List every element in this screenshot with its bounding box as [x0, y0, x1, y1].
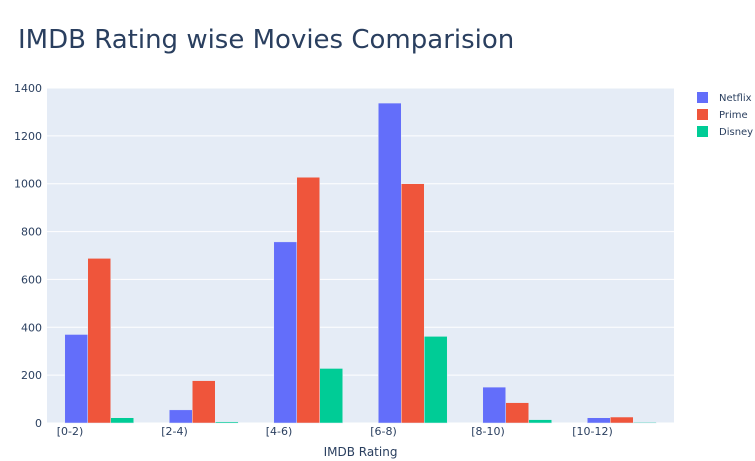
bar-disney-4[interactable]	[528, 419, 552, 424]
y-tick-label: 600	[21, 273, 42, 286]
y-tick-label: 1200	[14, 130, 42, 143]
plot-background	[47, 88, 674, 423]
bar-prime-3[interactable]	[401, 183, 425, 424]
y-tick-label: 200	[21, 369, 42, 382]
legend-label: Netflix	[719, 93, 752, 104]
x-tick-label: [6-8)	[370, 425, 397, 438]
y-tick-label: 400	[21, 321, 42, 334]
legend-swatch	[697, 109, 708, 120]
bar-disney-0[interactable]	[110, 417, 134, 424]
bar-prime-0[interactable]	[87, 258, 111, 424]
y-tick-label: 1400	[14, 82, 42, 95]
x-tick-label: [10-12)	[572, 425, 613, 438]
bar-disney-1[interactable]	[214, 421, 239, 424]
bar-prime-5[interactable]	[610, 416, 634, 424]
bar-prime-4[interactable]	[505, 402, 529, 424]
chart-title: IMDB Rating wise Movies Comparision	[18, 25, 514, 55]
bar-netflix-3[interactable]	[378, 102, 402, 424]
legend-item-prime[interactable]: Prime	[697, 109, 748, 121]
bar-prime-1[interactable]	[192, 380, 216, 424]
legend-swatch	[697, 92, 708, 103]
x-axis-ticks: [0-2) [2-4) [4-6) [6-8) [8-10) [10-12)	[57, 425, 613, 438]
bar-disney-5[interactable]	[632, 422, 657, 424]
legend[interactable]: Netflix Prime Disney	[697, 92, 753, 138]
grid-lines	[47, 87, 674, 424]
x-tick-label: [8-10)	[471, 425, 505, 438]
x-tick-label: [0-2)	[57, 425, 84, 438]
legend-swatch	[697, 126, 708, 137]
y-axis-ticks: 0 200 400 600 800 1000 1200 1400	[14, 82, 42, 430]
bar-disney-2[interactable]	[319, 368, 343, 424]
bars	[64, 102, 657, 424]
bar-netflix-0[interactable]	[64, 334, 89, 424]
y-tick-label: 1000	[14, 178, 42, 191]
bar-netflix-2[interactable]	[273, 241, 298, 424]
bar-netflix-4[interactable]	[482, 386, 507, 424]
y-tick-label: 0	[35, 417, 42, 430]
bar-netflix-1[interactable]	[169, 409, 193, 424]
legend-item-netflix[interactable]: Netflix	[697, 92, 752, 104]
bar-prime-2[interactable]	[296, 177, 320, 424]
bar-disney-3[interactable]	[423, 336, 448, 424]
legend-label: Prime	[719, 110, 748, 121]
x-axis-title: IMDB Rating	[324, 445, 398, 459]
x-tick-label: [2-4)	[161, 425, 188, 438]
legend-label: Disney	[719, 127, 753, 138]
bar-netflix-5[interactable]	[587, 417, 611, 424]
y-tick-label: 800	[21, 226, 42, 239]
x-tick-label: [4-6)	[266, 425, 293, 438]
legend-item-disney[interactable]: Disney	[697, 126, 753, 138]
